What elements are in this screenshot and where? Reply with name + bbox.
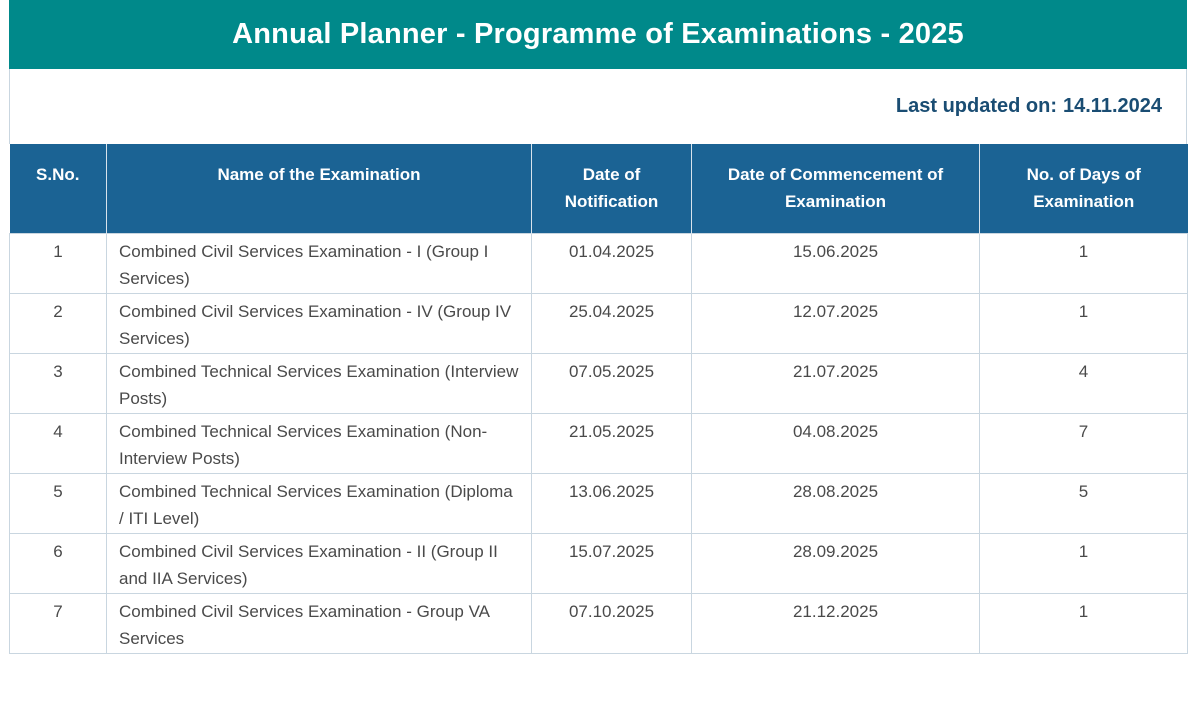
cell-notification-date: 07.10.2025 xyxy=(531,592,692,654)
page-title: Annual Planner - Programme of Examinatio… xyxy=(9,0,1187,69)
cell-notification-date: 21.05.2025 xyxy=(531,412,692,474)
cell-days: 1 xyxy=(979,292,1188,354)
cell-days: 1 xyxy=(979,592,1188,654)
cell-exam-name: Combined Civil Services Examination - I … xyxy=(106,232,532,294)
cell-notification-date: 15.07.2025 xyxy=(531,532,692,594)
cell-days: 7 xyxy=(979,412,1188,474)
table-row: 4 Combined Technical Services Examinatio… xyxy=(9,412,1188,474)
cell-exam-name: Combined Civil Services Examination - II… xyxy=(106,532,532,594)
cell-days: 1 xyxy=(979,232,1188,294)
cell-notification-date: 01.04.2025 xyxy=(531,232,692,294)
table-row: 1 Combined Civil Services Examination - … xyxy=(9,232,1188,294)
table-row: 3 Combined Technical Services Examinatio… xyxy=(9,352,1188,414)
cell-exam-name: Combined Technical Services Examination … xyxy=(106,352,532,414)
cell-sno: 4 xyxy=(9,412,107,474)
cell-days: 4 xyxy=(979,352,1188,414)
cell-commencement-date: 12.07.2025 xyxy=(691,292,980,354)
table-row: 5 Combined Technical Services Examinatio… xyxy=(9,472,1188,534)
cell-sno: 5 xyxy=(9,472,107,534)
cell-sno: 1 xyxy=(9,232,107,294)
cell-commencement-date: 04.08.2025 xyxy=(691,412,980,474)
cell-exam-name: Combined Civil Services Examination - Gr… xyxy=(106,592,532,654)
table-row: 6 Combined Civil Services Examination - … xyxy=(9,532,1188,594)
cell-sno: 6 xyxy=(9,532,107,594)
last-updated-label: Last updated on: xyxy=(895,95,1057,117)
table-row: 2 Combined Civil Services Examination - … xyxy=(9,292,1188,354)
header-notification-date: Date of Notification xyxy=(531,144,692,233)
planner-container: Annual Planner - Programme of Examinatio… xyxy=(9,0,1188,654)
header-sno: S.No. xyxy=(9,144,107,233)
cell-days: 5 xyxy=(979,472,1188,534)
cell-notification-date: 07.05.2025 xyxy=(531,352,692,414)
table-header-row: S.No. Name of the Examination Date of No… xyxy=(9,144,1188,233)
cell-sno: 7 xyxy=(9,592,107,654)
table-row: 7 Combined Civil Services Examination - … xyxy=(9,592,1188,654)
header-days: No. of Days of Examination xyxy=(979,144,1188,233)
cell-commencement-date: 28.08.2025 xyxy=(691,472,980,534)
cell-exam-name: Combined Technical Services Examination … xyxy=(106,472,532,534)
cell-exam-name: Combined Technical Services Examination … xyxy=(106,412,532,474)
cell-sno: 2 xyxy=(9,292,107,354)
cell-commencement-date: 21.12.2025 xyxy=(691,592,980,654)
header-commencement-date: Date of Commencement of Examination xyxy=(691,144,980,233)
cell-sno: 3 xyxy=(9,352,107,414)
cell-notification-date: 25.04.2025 xyxy=(531,292,692,354)
header-exam-name: Name of the Examination xyxy=(106,144,532,233)
last-updated: Last updated on: 14.11.2024 xyxy=(9,69,1187,144)
cell-notification-date: 13.06.2025 xyxy=(531,472,692,534)
last-updated-value: 14.11.2024 xyxy=(1063,95,1162,117)
cell-days: 1 xyxy=(979,532,1188,594)
cell-commencement-date: 28.09.2025 xyxy=(691,532,980,594)
cell-commencement-date: 15.06.2025 xyxy=(691,232,980,294)
cell-commencement-date: 21.07.2025 xyxy=(691,352,980,414)
exam-table: S.No. Name of the Examination Date of No… xyxy=(9,144,1188,654)
cell-exam-name: Combined Civil Services Examination - IV… xyxy=(106,292,532,354)
